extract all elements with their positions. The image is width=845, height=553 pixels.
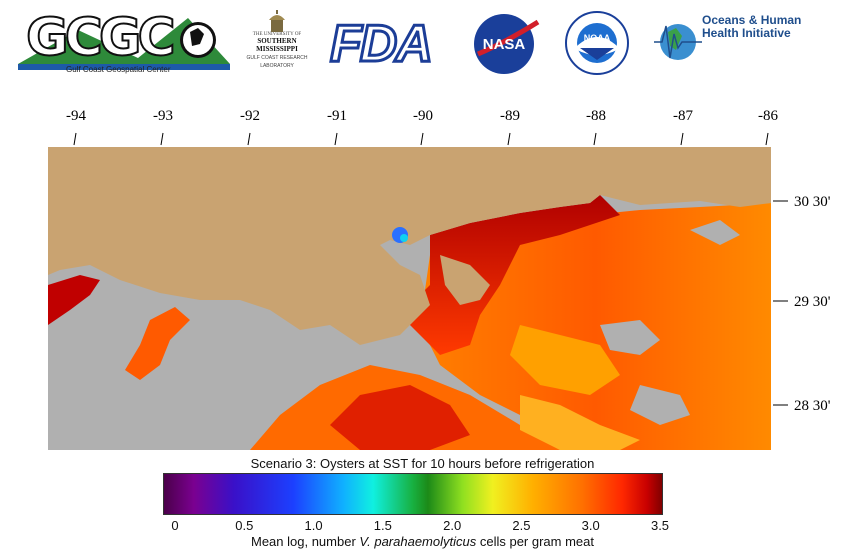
longitude-tick: [680, 132, 684, 146]
sst-west-red: [48, 275, 100, 325]
longitude-label: -92: [240, 108, 260, 124]
logo-bar: GCGC Gulf Coast Geospatial Center THE UN…: [0, 0, 845, 90]
scale-tick-label: 3.5: [650, 518, 670, 533]
latitude-label: 29 30': [794, 294, 831, 310]
gcgc-subtitle: Gulf Coast Geospatial Center: [66, 65, 171, 74]
longitude-tick: [420, 132, 424, 146]
land-mass: [48, 147, 771, 345]
lake-signal: [400, 234, 408, 242]
longitude-label: -87: [673, 108, 693, 124]
ohhi-line1: Oceans & Human: [702, 13, 802, 27]
sst-lower-yellow: [520, 395, 640, 450]
longitude-tick: [593, 132, 597, 146]
noaa-logo: NOAA: [564, 10, 630, 76]
scale-label-prefix: Mean log, number: [251, 534, 360, 549]
latitude-ticks: 30 30' 29 30' 28 30': [773, 194, 831, 414]
scale-tick-label: 2.0: [443, 518, 462, 533]
longitude-label: -88: [586, 108, 606, 124]
usm-line2b: MISSISSIPPI: [256, 45, 298, 53]
longitude-label: -89: [500, 108, 520, 124]
cloud-patch: [600, 320, 660, 355]
longitude-tick: [247, 132, 251, 146]
gcgc-logo: GCGC Gulf Coast Geospatial Center: [18, 7, 230, 76]
cloud-patch: [690, 220, 740, 245]
nasa-logo: NASA: [470, 12, 540, 76]
ohhi-line2: Health Initiative: [702, 26, 791, 40]
latitude-label: 28 30': [794, 398, 831, 414]
color-scale-label: Mean log, number V. parahaemolyticus cel…: [0, 534, 845, 549]
longitude-tick: [334, 132, 338, 146]
land-delta: [440, 255, 490, 305]
scale-tick-label: 1.5: [373, 518, 392, 533]
usm-line2a: SOUTHERN: [257, 37, 297, 45]
sst-west-patches: [125, 307, 190, 380]
fda-wordmark: FDA: [329, 14, 435, 75]
sst-map: -94 -93 -92 -91 -90 -89 -88 -87 -86 30 30' 29 30'…: [0, 95, 845, 455]
longitude-tick: [507, 132, 511, 146]
scale-tick-label: 0: [171, 518, 179, 533]
ohhi-logo: Oceans & Human Health Initiative: [654, 12, 826, 72]
scale-tick-label: 2.5: [512, 518, 531, 533]
longitude-label: -91: [327, 108, 347, 124]
gcgc-wordmark: GCGC: [25, 7, 177, 69]
longitude-ticks: -94 -93 -92 -91 -90 -89 -88 -87 -86: [66, 108, 778, 146]
map-svg: -94 -93 -92 -91 -90 -89 -88 -87 -86 30 30' 29 30'…: [48, 108, 831, 450]
longitude-tick: [73, 132, 77, 146]
longitude-label: -86: [758, 108, 778, 124]
fda-logo: FDA: [329, 14, 450, 75]
usm-line3b: LABORATORY: [260, 63, 294, 69]
scale-tick-label: 3.0: [581, 518, 600, 533]
longitude-tick: [160, 132, 164, 146]
longitude-label: -94: [66, 108, 86, 124]
sst-delta-red: [400, 195, 620, 355]
noaa-wordmark: NOAA: [584, 33, 611, 43]
map-caption: Scenario 3: Oysters at SST for 10 hours …: [250, 456, 595, 471]
usm-logo: THE UNIVERSITY OF SOUTHERN MISSISSIPPI G…: [246, 10, 308, 74]
usm-line1: THE UNIVERSITY OF: [252, 32, 302, 37]
scale-label-suffix: cells per gram meat: [476, 534, 594, 549]
latitude-label: 30 30': [794, 194, 831, 210]
scale-tick-label: 0.5: [235, 518, 254, 533]
longitude-label: -93: [153, 108, 173, 124]
color-scale-ticks: 0 0.5 1.0 1.5 2.0 2.5 3.0 3.5: [0, 518, 845, 534]
nasa-wordmark: NASA: [483, 36, 526, 53]
sst-nearshore-yellow: [510, 325, 620, 395]
longitude-tick: [765, 132, 769, 146]
scale-tick-label: 1.0: [304, 518, 323, 533]
scale-label-species: V. parahaemolyticus: [359, 534, 477, 549]
longitude-label: -90: [413, 108, 433, 124]
cloud-patch: [630, 385, 690, 425]
sst-central-red: [330, 385, 470, 450]
usm-line3a: GULF COAST RESEARCH: [246, 55, 308, 61]
color-scale-bar: [163, 473, 663, 515]
